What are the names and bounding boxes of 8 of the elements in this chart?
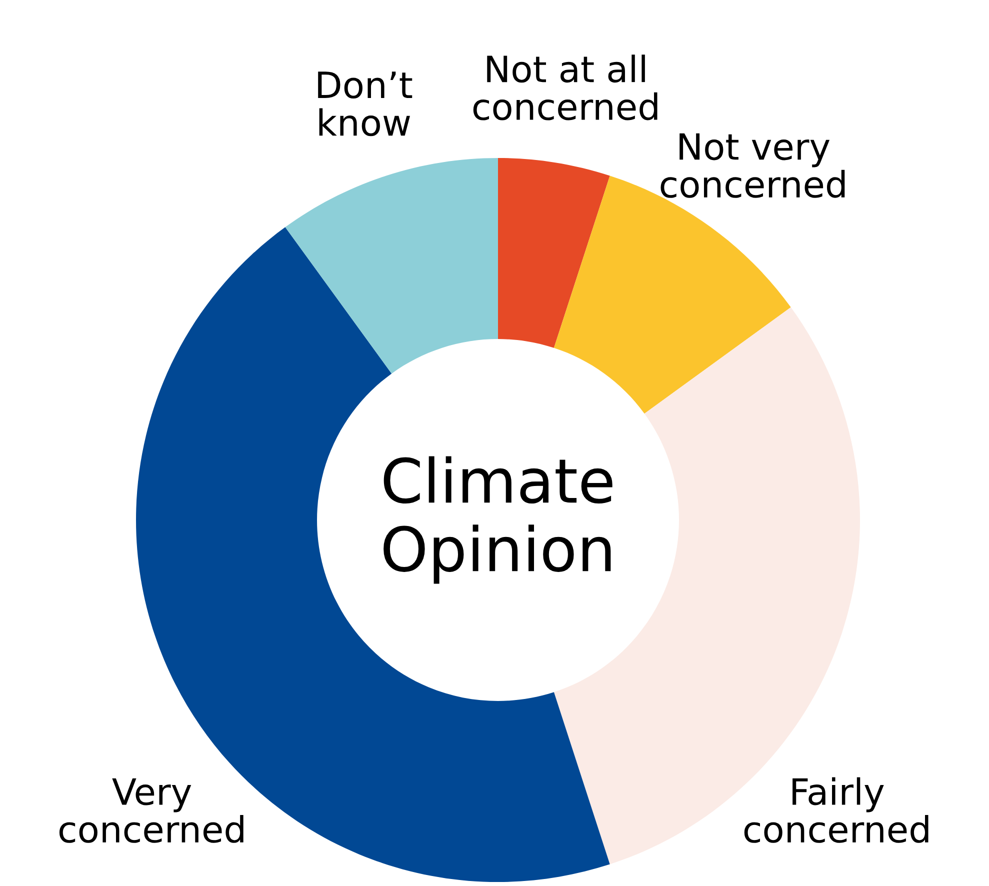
slice-label: Don’t know bbox=[318, 72, 412, 136]
slice-label: Very concerned bbox=[59, 778, 244, 843]
slice-label: Not at all concerned bbox=[473, 54, 658, 120]
donut-slice bbox=[285, 158, 498, 374]
donut-slice bbox=[498, 158, 610, 348]
text: Climate Opinion bbox=[384, 456, 612, 584]
slice-label: Fairly concerned bbox=[744, 777, 928, 843]
slice-label: Not very concerned bbox=[660, 133, 845, 198]
